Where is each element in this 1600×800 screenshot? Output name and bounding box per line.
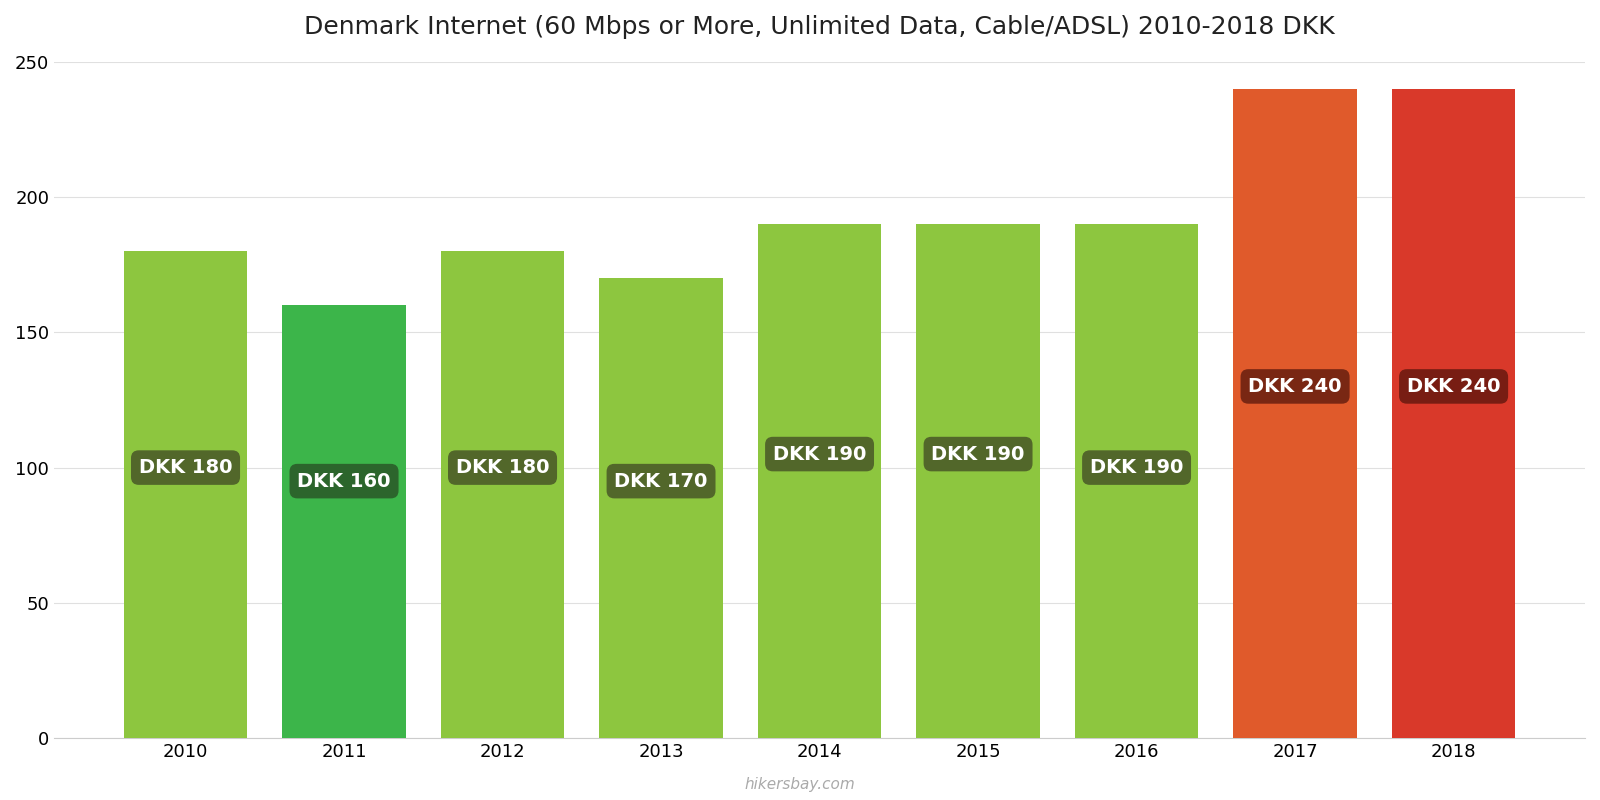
Text: DKK 180: DKK 180 [139, 458, 232, 477]
Text: hikersbay.com: hikersbay.com [744, 777, 856, 792]
Bar [1234, 89, 1357, 738]
Text: DKK 160: DKK 160 [298, 472, 390, 490]
Text: DKK 180: DKK 180 [456, 458, 549, 477]
Bar [1075, 224, 1198, 738]
Bar [600, 278, 723, 738]
Bar [282, 306, 406, 738]
Bar [1392, 89, 1515, 738]
Text: DKK 240: DKK 240 [1248, 377, 1342, 396]
Bar [758, 224, 882, 738]
Text: DKK 190: DKK 190 [1090, 458, 1184, 477]
Text: DKK 240: DKK 240 [1406, 377, 1501, 396]
Title: Denmark Internet (60 Mbps or More, Unlimited Data, Cable/ADSL) 2010-2018 DKK: Denmark Internet (60 Mbps or More, Unlim… [304, 15, 1334, 39]
Bar [123, 251, 248, 738]
Bar [440, 251, 565, 738]
Bar [917, 224, 1040, 738]
Text: DKK 190: DKK 190 [773, 445, 866, 463]
Text: DKK 190: DKK 190 [931, 445, 1024, 463]
Text: DKK 170: DKK 170 [614, 472, 707, 490]
